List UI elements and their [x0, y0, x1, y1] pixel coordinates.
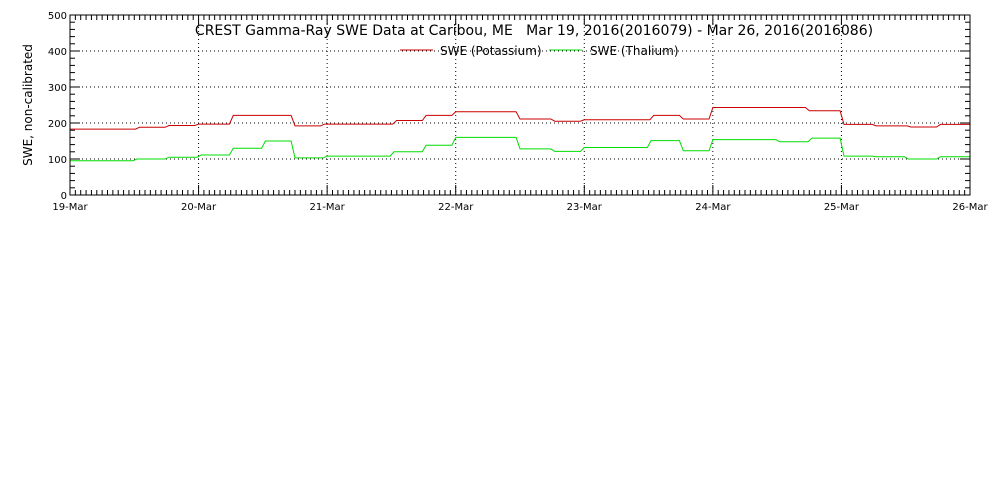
chart-title: CREST Gamma-Ray SWE Data at Caribou, ME …: [195, 23, 873, 39]
x-tick-label: 20-Mar: [181, 202, 217, 213]
y-axis-label: SWE, non-calibrated: [21, 44, 35, 166]
legend-label-thalium: SWE (Thalium): [590, 44, 679, 58]
legend: SWE (Potassium) SWE (Thalium): [400, 44, 679, 58]
series-line-potassium: [70, 107, 970, 130]
x-tick-label: 23-Mar: [567, 202, 603, 213]
tick-labels: 0 100 200 300 400 500 19-Mar 20-Mar 21-Mar 22-Mar…: [48, 11, 989, 213]
series-lines: [70, 107, 970, 162]
y-tick-label: 200: [48, 119, 67, 130]
x-tick-label: 26-Mar: [952, 202, 988, 213]
y-tick-label: 400: [48, 47, 67, 58]
axis-ticks: [70, 14, 970, 196]
legend-label-potassium: SWE (Potassium): [440, 44, 542, 58]
x-tick-label: 19-Mar: [52, 202, 88, 213]
y-tick-label: 300: [48, 83, 67, 94]
y-tick-label: 500: [48, 11, 67, 22]
y-tick-label: 100: [48, 155, 67, 166]
series-line-thalium: [70, 136, 970, 162]
x-tick-label: 21-Mar: [310, 202, 346, 213]
x-tick-label: 22-Mar: [438, 202, 474, 213]
x-tick-label: 25-Mar: [824, 202, 860, 213]
y-tick-label: 0: [61, 191, 67, 202]
x-tick-label: 24-Mar: [695, 202, 731, 213]
plot-frame: [69, 14, 971, 196]
